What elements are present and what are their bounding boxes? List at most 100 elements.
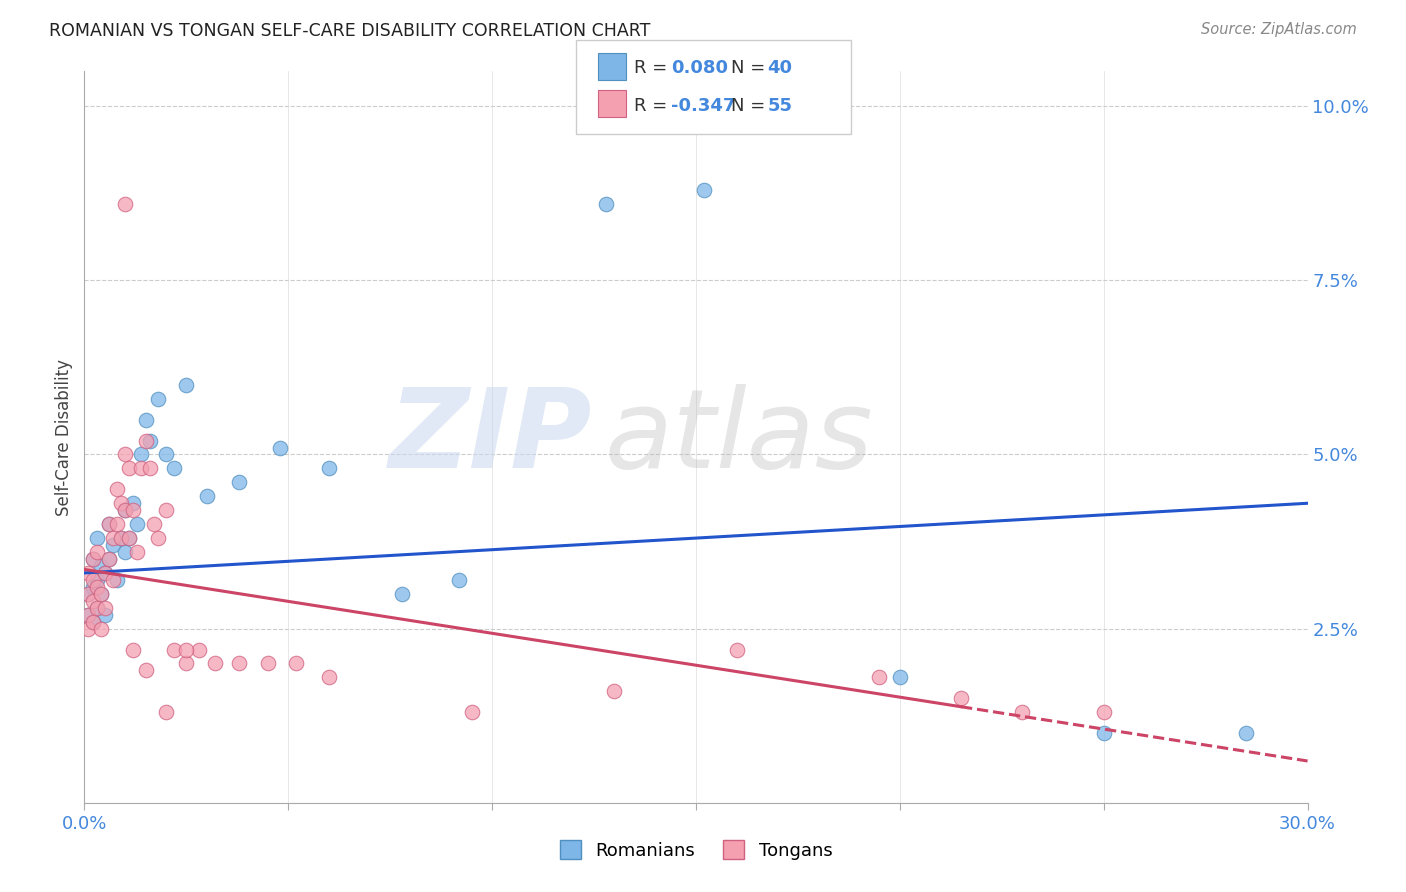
Point <box>118 531 141 545</box>
Point <box>86 531 108 545</box>
Point <box>391 587 413 601</box>
Point <box>118 461 141 475</box>
Point <box>77 566 100 580</box>
Point <box>257 657 280 671</box>
Point <box>122 496 145 510</box>
Point <box>163 642 186 657</box>
Point <box>97 517 120 532</box>
Point <box>93 566 115 580</box>
Point <box>90 587 112 601</box>
Point <box>110 531 132 545</box>
Point <box>105 483 128 497</box>
Text: N =: N = <box>731 96 770 114</box>
Point <box>82 615 104 629</box>
Point <box>146 531 169 545</box>
Y-axis label: Self-Care Disability: Self-Care Disability <box>55 359 73 516</box>
Point <box>693 183 716 197</box>
Point <box>228 657 250 671</box>
Point <box>90 587 112 601</box>
Point <box>174 642 197 657</box>
Point <box>449 573 471 587</box>
Point <box>101 531 124 545</box>
Point <box>101 573 124 587</box>
Point <box>131 461 153 475</box>
Point <box>82 615 104 629</box>
Text: 55: 55 <box>768 96 793 114</box>
Point <box>105 517 128 532</box>
Point <box>122 503 145 517</box>
Point <box>82 552 104 566</box>
Point <box>97 552 120 566</box>
Text: 0.080: 0.080 <box>671 60 728 78</box>
Point <box>269 441 291 455</box>
Point <box>77 622 100 636</box>
Point <box>93 600 115 615</box>
Text: Source: ZipAtlas.com: Source: ZipAtlas.com <box>1201 22 1357 37</box>
Point <box>138 434 160 448</box>
Point <box>114 503 136 517</box>
Text: 40: 40 <box>768 60 793 78</box>
Point <box>138 461 160 475</box>
Point <box>174 657 197 671</box>
Point <box>950 691 973 706</box>
Point <box>318 670 340 684</box>
Point <box>1236 726 1258 740</box>
Point <box>135 434 157 448</box>
Point <box>285 657 308 671</box>
Point <box>77 607 100 622</box>
Point <box>603 684 626 698</box>
Point <box>1011 705 1033 719</box>
Point <box>93 566 115 580</box>
Point <box>77 607 100 622</box>
Point <box>114 196 136 211</box>
Point <box>110 531 132 545</box>
Text: N =: N = <box>731 60 770 78</box>
Point <box>204 657 226 671</box>
Point <box>105 573 128 587</box>
Point <box>155 503 177 517</box>
Point <box>127 517 149 532</box>
Point <box>163 461 186 475</box>
Point <box>187 642 209 657</box>
Point <box>174 377 197 392</box>
Point <box>595 196 617 211</box>
Point <box>461 705 484 719</box>
Point <box>135 412 157 426</box>
Point <box>110 496 132 510</box>
Text: R =: R = <box>634 60 673 78</box>
Point <box>1092 705 1115 719</box>
Point <box>146 392 169 406</box>
Point <box>122 642 145 657</box>
Point <box>155 705 177 719</box>
Point <box>131 448 153 462</box>
Point <box>114 503 136 517</box>
Point <box>155 448 177 462</box>
Point <box>82 580 104 594</box>
Point <box>77 587 100 601</box>
Legend: Romanians, Tongans: Romanians, Tongans <box>553 833 839 867</box>
Point <box>82 594 104 608</box>
Point <box>869 670 891 684</box>
Point <box>86 600 108 615</box>
Point <box>228 475 250 490</box>
Point <box>114 545 136 559</box>
Text: ROMANIAN VS TONGAN SELF-CARE DISABILITY CORRELATION CHART: ROMANIAN VS TONGAN SELF-CARE DISABILITY … <box>49 22 651 40</box>
Point <box>127 545 149 559</box>
Point <box>86 600 108 615</box>
Point <box>82 552 104 566</box>
Point <box>118 531 141 545</box>
Text: R =: R = <box>634 96 673 114</box>
Point <box>725 642 748 657</box>
Point <box>86 580 108 594</box>
Point <box>318 461 340 475</box>
Point <box>82 573 104 587</box>
Text: -0.347: -0.347 <box>671 96 735 114</box>
Text: atlas: atlas <box>605 384 873 491</box>
Point <box>195 489 218 503</box>
Point <box>90 558 112 573</box>
Point <box>142 517 165 532</box>
Point <box>135 664 157 678</box>
Text: ZIP: ZIP <box>388 384 592 491</box>
Point <box>77 587 100 601</box>
Point <box>97 552 120 566</box>
